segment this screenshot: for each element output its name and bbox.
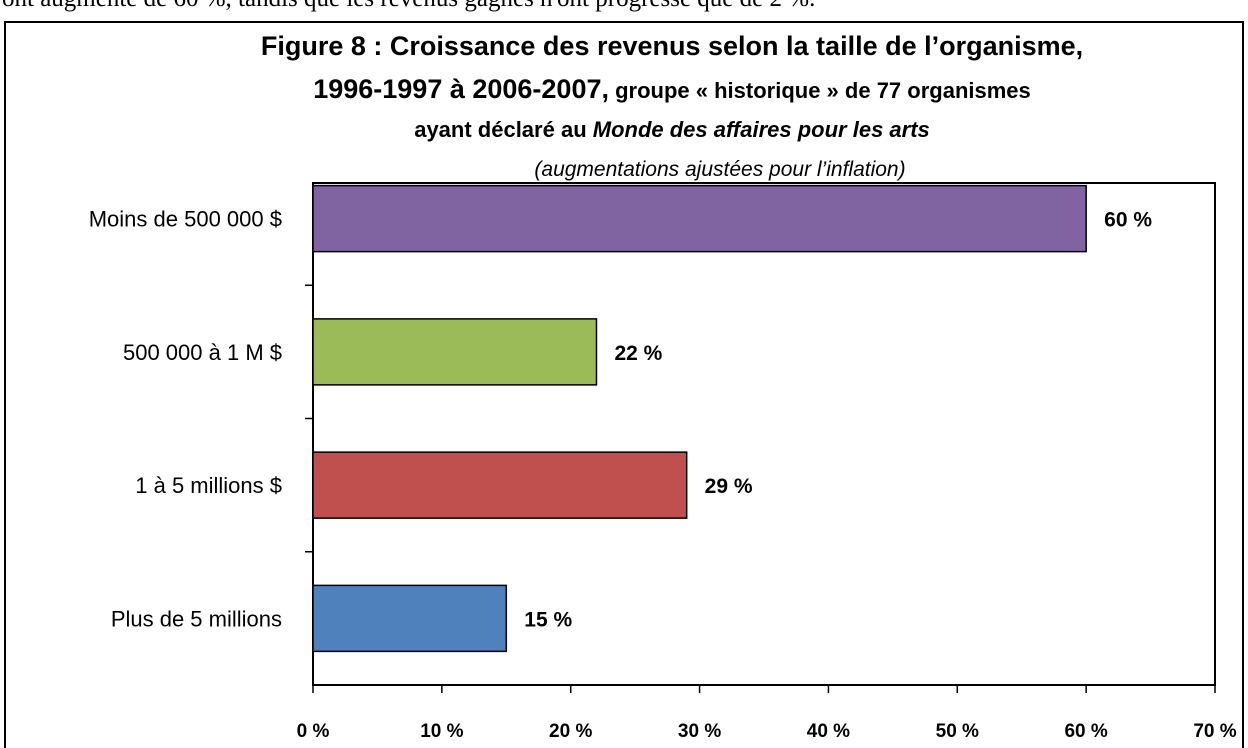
value-label: 29 % [705,475,753,498]
value-label: 15 % [524,608,572,631]
x-tick-label: 70 % [1193,721,1236,742]
preceding-text: ont augmenté de 60 %, tandis que les rev… [2,0,815,12]
x-tick-label: 0 % [297,721,330,742]
value-label: 22 % [614,342,662,365]
chart-title: 1996-1997 à 2006-2007, groupe « historiq… [313,74,1031,104]
x-tick-label: 50 % [936,721,979,742]
y-tick-label: 1 à 5 millions $ [135,473,282,498]
bar [312,584,508,653]
bar [312,451,688,519]
y-tick-label: 500 000 à 1 M $ [123,340,282,365]
chart-title: Figure 8 : Croissance des revenus selon … [261,31,1083,61]
bar [312,184,1087,253]
chart-title: ayant déclaré au Monde des affaires pour… [414,117,930,142]
x-tick-label: 30 % [678,721,721,742]
bar [312,318,598,386]
chart-subtitle: (augmentations ajustées pour l’inflation… [534,158,905,181]
y-tick-label: Moins de 500 000 $ [89,207,282,232]
plot-frame [312,182,1216,686]
x-tick-label: 60 % [1064,721,1107,742]
x-tick-label: 10 % [420,721,463,742]
y-tick-label: Plus de 5 millions [111,606,282,631]
chart-frame [4,21,1244,748]
value-label: 60 % [1104,209,1152,232]
x-tick-label: 20 % [549,721,592,742]
x-tick-label: 40 % [807,721,850,742]
